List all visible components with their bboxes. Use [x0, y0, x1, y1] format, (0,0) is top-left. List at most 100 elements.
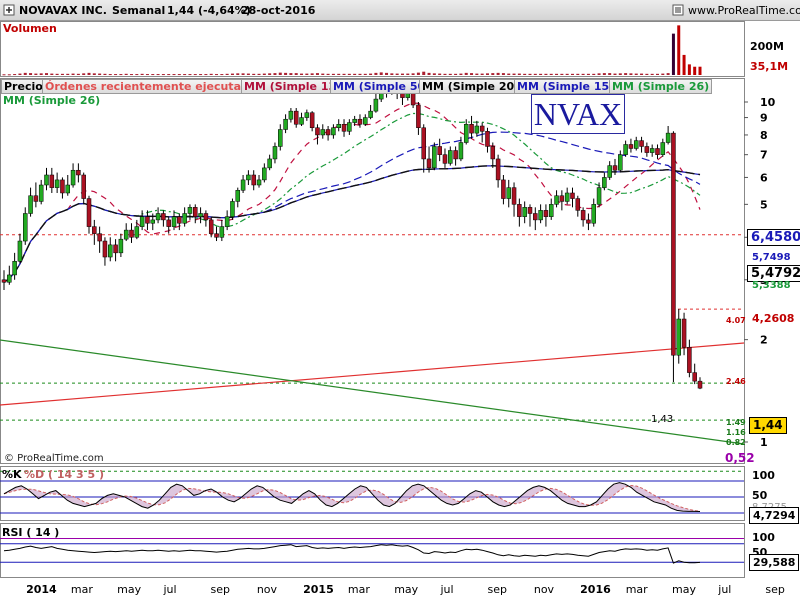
volume-bar — [124, 73, 128, 75]
volume-bar — [2, 74, 6, 76]
volume-bar — [544, 73, 548, 75]
price-tick-label: 1 — [760, 436, 768, 449]
volume-bar — [135, 74, 139, 76]
volume-bar — [491, 73, 495, 75]
volume-bar — [640, 73, 644, 75]
legend-ordenes[interactable]: Órdenes recientemente ejecutadas — [42, 79, 266, 94]
price-candle — [208, 219, 214, 234]
volume-bar — [193, 74, 197, 76]
volume-bar — [438, 73, 442, 75]
volume-bar — [427, 72, 431, 75]
ma50-value: 5,7498 — [752, 252, 791, 263]
volume-bar — [66, 73, 70, 75]
price-candle — [591, 204, 596, 224]
x-axis-label: jul — [440, 583, 454, 596]
volume-bar — [517, 73, 521, 75]
price-candle — [288, 110, 294, 120]
price-candle — [134, 226, 140, 238]
volume-bar — [300, 73, 304, 75]
price-candle — [198, 213, 203, 217]
x-axis-label: sep — [210, 583, 230, 596]
volume-bar — [470, 73, 474, 75]
price-candle — [283, 118, 288, 130]
price-candle — [251, 174, 256, 186]
volume-bar — [671, 33, 675, 75]
ma50-line — [3, 131, 701, 283]
price-candle — [533, 213, 538, 221]
price-candle — [97, 233, 102, 242]
legend-mm26-row2[interactable]: MM (Simple 26) — [3, 94, 101, 107]
x-axis-label: jul — [163, 583, 177, 596]
trendline-green — [0, 339, 745, 445]
price-candle — [28, 195, 33, 214]
volume-bar — [76, 73, 80, 75]
price-candle — [607, 165, 612, 178]
price-candle — [161, 213, 166, 221]
price-candle — [548, 204, 554, 217]
volume-bar — [693, 66, 697, 75]
volume-bar — [209, 73, 213, 75]
price-candle — [490, 146, 496, 160]
last-price-box: 1,44 — [749, 417, 787, 434]
price-candle — [38, 184, 44, 202]
price-candle — [203, 213, 209, 221]
volume-bar — [326, 73, 330, 75]
menu-icon[interactable] — [672, 4, 684, 16]
legend-mm13[interactable]: MM (Simple 13) — [241, 79, 345, 94]
price-tick-label: 9 — [760, 112, 768, 125]
volume-bar — [512, 73, 516, 75]
price-candle — [628, 144, 634, 149]
header-bar: NOVAVAX INC. Semanal 1,44 (-4,64%) 28-oc… — [0, 0, 800, 21]
volume-bar — [177, 74, 181, 76]
price-candle — [639, 140, 644, 147]
volume-bar — [555, 73, 559, 75]
volume-bar — [55, 73, 59, 75]
price-candle — [511, 187, 517, 205]
volume-bar — [342, 73, 346, 75]
volume-bar — [13, 74, 17, 76]
header-date: 28-oct-2016 — [241, 4, 316, 17]
price-tick-label: 5 — [760, 198, 768, 211]
volume-bar — [592, 73, 596, 75]
expand-icon[interactable] — [3, 4, 15, 16]
volume-bar — [687, 64, 691, 75]
price-candle — [527, 207, 533, 214]
price-candle — [580, 210, 586, 221]
price-candle — [554, 195, 559, 205]
price-candle — [246, 174, 251, 181]
price-candle — [7, 274, 12, 283]
legend-mm50[interactable]: MM (Simple 50) — [330, 79, 434, 94]
price-candle — [665, 132, 671, 143]
volume-bar — [161, 74, 165, 76]
volume-bar — [432, 73, 436, 75]
volume-bar — [597, 73, 601, 75]
x-axis-label: may — [117, 583, 142, 596]
volume-bar — [23, 72, 27, 75]
ma13-line — [3, 102, 701, 283]
trendlines — [0, 339, 745, 445]
volume-bar — [321, 73, 325, 75]
stoch-k-label: %K — [2, 468, 22, 481]
volume-bar — [374, 72, 378, 75]
legend-mm26[interactable]: MM (Simple 26) — [609, 79, 713, 94]
x-axis-label: jul — [718, 583, 732, 596]
price-tick-label: 8 — [760, 129, 768, 142]
volume-bar — [485, 73, 489, 75]
x-axis-label: sep — [487, 583, 508, 596]
volume-bar — [406, 73, 410, 75]
volume-bar — [289, 73, 293, 75]
volume-bar — [507, 73, 511, 75]
legend-mm150[interactable]: MM (Simple 150) — [514, 79, 625, 94]
price-candle — [278, 129, 283, 147]
price-candle — [1, 279, 7, 283]
low-annotation: 1,43 — [651, 414, 674, 425]
volume-bar — [71, 73, 75, 75]
volume-bar — [230, 73, 234, 75]
legend-mm200[interactable]: MM (Simple 200) — [419, 79, 530, 94]
price-candle — [86, 198, 92, 227]
volume-bar — [236, 73, 240, 75]
volume-bar — [496, 72, 500, 75]
volume-bar — [50, 73, 54, 75]
price-candle — [421, 127, 426, 160]
legend-precio[interactable]: Precio — [1, 79, 46, 94]
